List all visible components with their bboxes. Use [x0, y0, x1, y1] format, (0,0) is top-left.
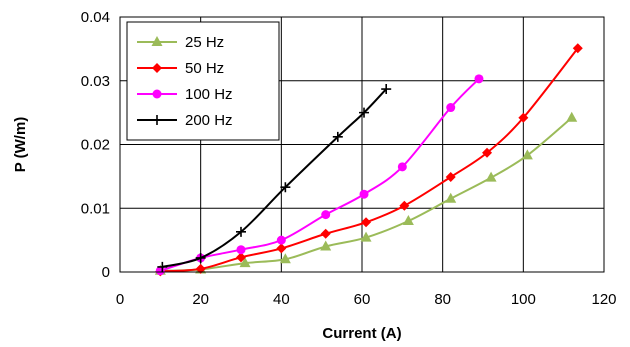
data-point-200-hz — [280, 182, 291, 193]
data-point-100-hz — [359, 189, 369, 199]
legend-label-100-hz: 100 Hz — [185, 86, 233, 103]
data-point-25-hz — [279, 253, 291, 264]
data-point-25-hz — [521, 149, 533, 160]
y-tick-label: 0.01 — [81, 200, 110, 217]
legend: 25 Hz 50 Hz 100 Hz 200 Hz — [126, 21, 280, 141]
data-point-100-hz — [236, 245, 246, 255]
x-tick-label: 0 — [116, 291, 124, 308]
x-tick-label: 40 — [273, 291, 290, 308]
data-point-50-hz — [276, 243, 287, 254]
series-200-hz — [157, 84, 392, 272]
data-point-25-hz — [485, 171, 497, 182]
data-point-200-hz — [157, 261, 168, 272]
data-point-50-hz — [572, 43, 583, 54]
legend-label-50-hz: 50 Hz — [185, 60, 224, 77]
x-tick-label: 20 — [192, 291, 209, 308]
data-point-50-hz — [195, 263, 206, 274]
y-tick-label: 0.02 — [81, 137, 110, 154]
data-point-25-hz — [402, 215, 414, 225]
legend-item-100-hz: 100 Hz — [137, 86, 233, 103]
x-axis-title: Current (A) — [322, 325, 401, 342]
data-point-200-hz — [236, 226, 246, 237]
data-point-25-hz — [445, 192, 457, 203]
legend-item-200-hz: 200 Hz — [137, 112, 233, 129]
x-tick-label: 100 — [511, 291, 536, 308]
legend-label-25-hz: 25 Hz — [185, 34, 224, 51]
data-point-100-hz — [276, 235, 286, 245]
legend-item-50-hz: 50 Hz — [137, 60, 224, 77]
x-tick-labels: 0 20 40 60 80 100 120 — [116, 291, 617, 308]
data-point-25-hz — [239, 257, 251, 268]
y-tick-label: 0.03 — [81, 73, 110, 90]
data-point-25-hz — [360, 231, 372, 242]
data-point-100-hz — [474, 74, 484, 84]
legend-marker-25-hz — [151, 36, 163, 46]
x-tick-label: 80 — [434, 291, 451, 308]
y-tick-label: 0 — [102, 264, 110, 281]
data-point-100-hz — [397, 162, 407, 172]
legend-item-25-hz: 25 Hz — [137, 34, 224, 51]
data-point-25-hz — [320, 240, 332, 251]
x-tick-label: 60 — [354, 291, 371, 308]
legend-marker-50-hz — [152, 63, 162, 73]
data-point-50-hz — [320, 228, 331, 239]
data-point-100-hz — [321, 210, 331, 220]
legend-marker-100-hz — [152, 89, 162, 99]
data-point-25-hz — [566, 111, 578, 122]
legend-label-200-hz: 200 Hz — [185, 112, 233, 129]
y-tick-labels: 0 0.01 0.02 0.03 0.04 — [81, 9, 110, 281]
y-axis-title: P (W/m) — [12, 117, 29, 173]
data-point-50-hz — [482, 147, 493, 158]
x-tick-label: 120 — [591, 291, 616, 308]
data-point-50-hz — [445, 172, 456, 183]
data-point-200-hz — [359, 107, 370, 118]
data-point-50-hz — [399, 200, 410, 211]
series-50-hz — [155, 43, 583, 277]
series-100-hz — [155, 74, 484, 276]
data-point-50-hz — [518, 112, 529, 123]
plot-frame — [119, 16, 605, 273]
series-group — [154, 43, 583, 277]
data-point-100-hz — [446, 103, 456, 113]
data-point-50-hz — [361, 217, 372, 228]
legend-marker-200-hz — [152, 115, 162, 125]
y-tick-label: 0.04 — [81, 9, 110, 26]
data-point-200-hz — [381, 84, 392, 95]
data-point-200-hz — [332, 131, 343, 142]
data-point-50-hz — [236, 252, 246, 263]
data-point-200-hz — [195, 252, 206, 263]
